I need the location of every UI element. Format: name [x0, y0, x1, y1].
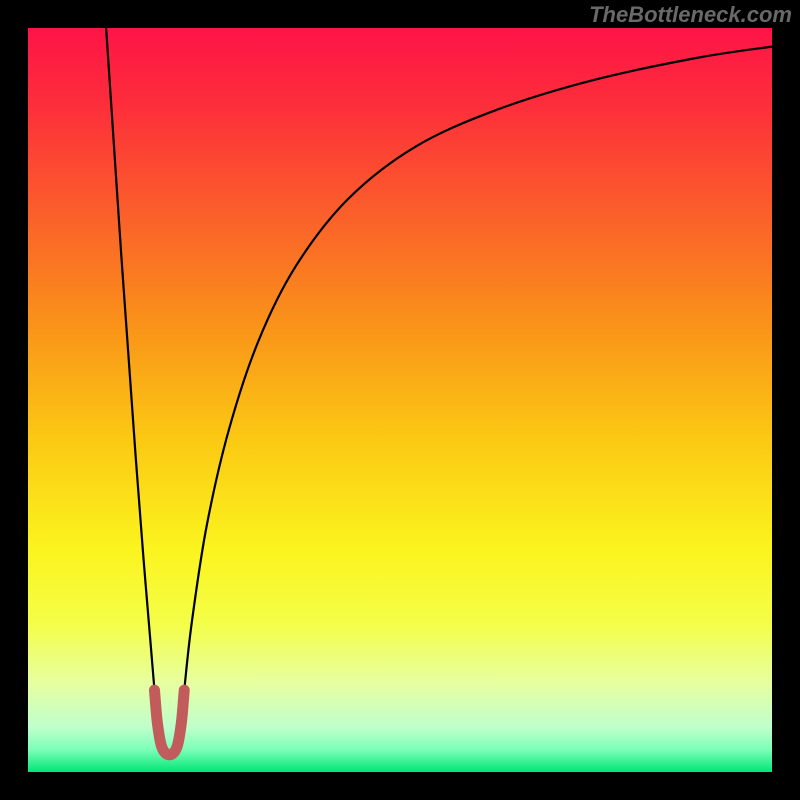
plot-background: [28, 28, 772, 772]
chart-frame: TheBottleneck.com: [0, 0, 800, 800]
bottleneck-chart: [0, 0, 800, 800]
watermark-text: TheBottleneck.com: [589, 2, 792, 28]
